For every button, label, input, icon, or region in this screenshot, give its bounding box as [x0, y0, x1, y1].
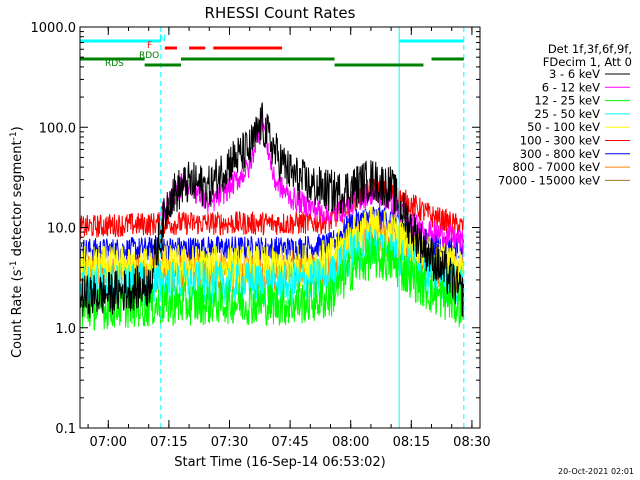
legend-entry-label: 6 - 12 keV [542, 80, 600, 94]
y-tick-label: 10.0 [47, 222, 76, 237]
y-axis-label: Count Rate (s-1 detector segment-1) [8, 126, 26, 359]
y-tick-label: 100.0 [39, 121, 76, 136]
flag-label-n: N [159, 34, 166, 44]
x-tick-label: 08:00 [332, 435, 369, 450]
legend-entry-label: 7000 - 15000 keV [498, 173, 600, 187]
legend-entry-label: 50 - 100 keV [527, 120, 600, 134]
legend-entry-label: 3 - 6 keV [549, 67, 600, 81]
flag-label-rdo: RDO [139, 51, 159, 61]
x-tick-label: 07:45 [271, 435, 308, 450]
x-tick-label: 07:00 [90, 435, 127, 450]
chart-title: RHESSI Count Rates [204, 4, 356, 22]
x-tick-label: 08:30 [453, 435, 490, 450]
y-tick-label: 1.0 [55, 322, 76, 337]
x-tick-label: 07:30 [211, 435, 248, 450]
x-tick-label: 07:15 [150, 435, 187, 450]
footer-timestamp: 20-Oct-2021 02:01 [558, 467, 634, 476]
flag-label-rds: RDS [105, 59, 124, 69]
x-tick-label: 08:15 [393, 435, 430, 450]
y-tick-label: 1000.0 [31, 21, 77, 36]
legend-entry-label: 300 - 800 keV [520, 147, 600, 161]
legend-header-decimation: FDecim 1, Att 0 [542, 55, 632, 69]
y-tick-label: 0.1 [55, 422, 76, 437]
legend-entry-label: 12 - 25 keV [534, 94, 600, 108]
legend-entry-label: 800 - 7000 keV [512, 160, 600, 174]
x-axis-label: Start Time (16-Sep-14 06:53:02) [174, 455, 386, 470]
legend-header-detectors: Det 1f,3f,6f,9f, [547, 42, 632, 56]
legend-entry-label: 100 - 300 keV [520, 134, 600, 148]
legend-entry-label: 25 - 50 keV [534, 107, 600, 121]
flag-label-f: F [147, 41, 152, 51]
